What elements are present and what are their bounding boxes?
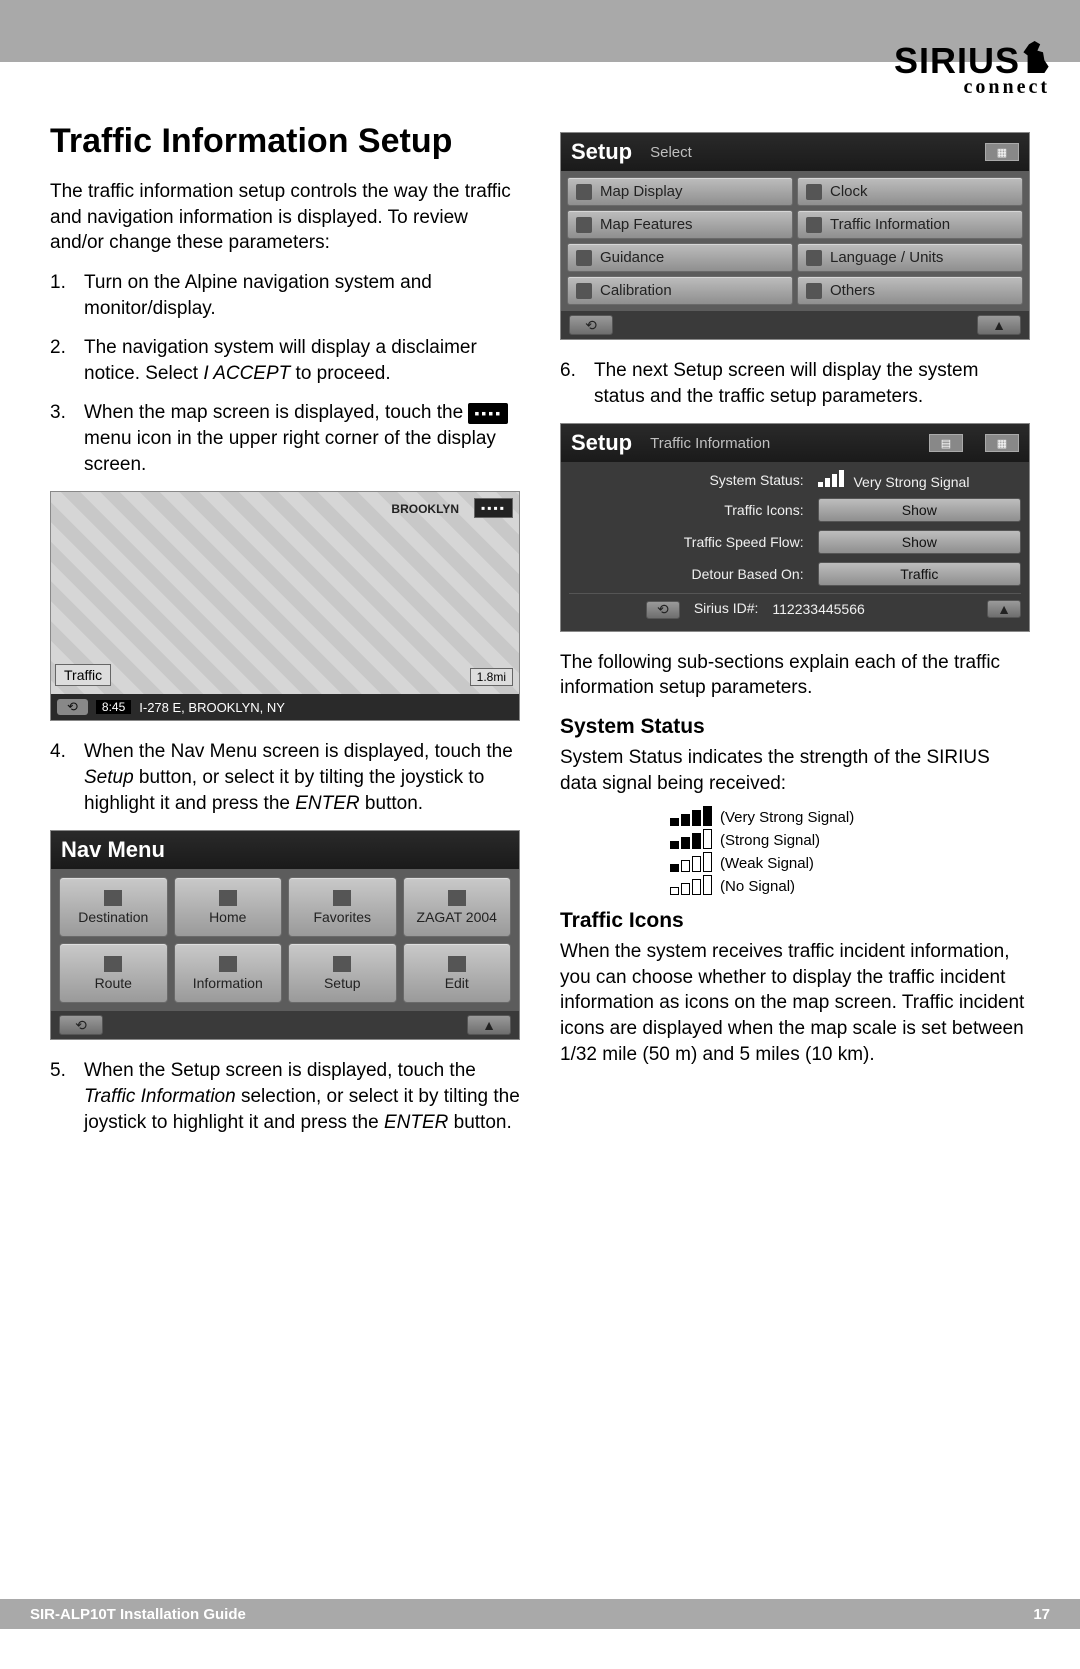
map-scale-badge: 1.8mi <box>470 668 513 686</box>
row-traffic-icons: Traffic Icons: Show <box>569 494 1021 526</box>
setup1-up-button[interactable]: ▲ <box>977 315 1021 335</box>
setup-select-screenshot: Setup Select ▦ Map Display Clock Map Fea… <box>560 132 1030 340</box>
intro-paragraph: The traffic information setup controls t… <box>50 179 520 256</box>
map-menu-icon[interactable]: ▪▪▪▪ <box>474 498 513 518</box>
setup2-up-button[interactable]: ▲ <box>987 600 1021 618</box>
step-2: The navigation system will display a dis… <box>50 335 520 386</box>
step-3: When the map screen is displayed, touch … <box>50 400 520 477</box>
setup2-subtitle: Traffic Information <box>650 435 770 452</box>
traffic-icons-paragraph: When the system receives traffic inciden… <box>560 939 1030 1067</box>
legend-none: (No Signal) <box>670 875 1030 895</box>
nav-back-button[interactable]: ⟲ <box>59 1015 103 1035</box>
nav-up-button[interactable]: ▲ <box>467 1015 511 1035</box>
setup2-back-button[interactable]: ⟲ <box>646 601 680 619</box>
traffic-icons-toggle[interactable]: Show <box>818 498 1021 522</box>
nav-route-button[interactable]: Route <box>59 943 168 1003</box>
wrench-icon <box>333 956 351 972</box>
map-traffic-button[interactable]: Traffic <box>55 664 111 686</box>
steps-list-right: The next Setup screen will display the s… <box>560 358 1030 409</box>
others-icon <box>806 283 822 299</box>
step-4: When the Nav Menu screen is displayed, t… <box>50 739 520 816</box>
grid-icon[interactable]: ▦ <box>985 143 1019 161</box>
nav-destination-button[interactable]: Destination <box>59 877 168 937</box>
nav-edit-button[interactable]: Edit <box>403 943 512 1003</box>
guidance-icon <box>576 250 592 266</box>
nav-zagat-button[interactable]: ZAGAT 2004 <box>403 877 512 937</box>
clock-icon <box>806 184 822 200</box>
legend-strong: (Strong Signal) <box>670 829 1030 849</box>
setup2-title: Setup <box>571 430 632 456</box>
brand-logo: SIRIUS connect <box>894 40 1050 99</box>
row-speed-flow: Traffic Speed Flow: Show <box>569 526 1021 558</box>
setup-clock-button[interactable]: Clock <box>797 177 1023 206</box>
step-6: The next Setup screen will display the s… <box>560 358 1030 409</box>
grid-icon[interactable]: ▦ <box>985 434 1019 452</box>
setup-mapfeatures-button[interactable]: Map Features <box>567 210 793 239</box>
map-bottom-bar: ⟲ 8:45 I-278 E, BROOKLYN, NY <box>51 694 519 720</box>
map-label: BROOKLYN <box>391 502 459 516</box>
system-status-paragraph: System Status indicates the strength of … <box>560 745 1030 796</box>
step-1: Turn on the Alpine navigation system and… <box>50 270 520 321</box>
subsection-intro: The following sub-sections explain each … <box>560 650 1030 701</box>
page-footer: SIR-ALP10T Installation Guide 17 <box>0 1599 1080 1629</box>
setup-mapdisplay-button[interactable]: Map Display <box>567 177 793 206</box>
system-status-heading: System Status <box>560 715 1030 739</box>
map-time: 8:45 <box>96 700 131 714</box>
signal-bars-icon <box>818 470 844 487</box>
right-column: Setup Select ▦ Map Display Clock Map Fea… <box>560 122 1030 1149</box>
nav-setup-button[interactable]: Setup <box>288 943 397 1003</box>
map-icon <box>576 184 592 200</box>
nav-home-button[interactable]: Home <box>174 877 283 937</box>
legend-weak: (Weak Signal) <box>670 852 1030 872</box>
info-icon <box>219 956 237 972</box>
left-column: Traffic Information Setup The traffic in… <box>50 122 520 1149</box>
zagat-icon <box>448 890 466 906</box>
setup-traffic-button[interactable]: Traffic Information <box>797 210 1023 239</box>
dog-icon <box>1022 41 1050 73</box>
setup1-subtitle: Select <box>650 144 692 161</box>
heart-icon <box>333 890 351 906</box>
map-screenshot: ▪▪▪▪ BROOKLYN Traffic 1.8mi ⟲ 8:45 I-278… <box>50 491 520 721</box>
setup-language-button[interactable]: Language / Units <box>797 243 1023 272</box>
list-icon[interactable]: ▤ <box>929 434 963 452</box>
step-5: When the Setup screen is displayed, touc… <box>50 1058 520 1135</box>
setup-guidance-button[interactable]: Guidance <box>567 243 793 272</box>
menu-icon: ▪▪▪▪ <box>468 403 508 424</box>
map-back-button[interactable]: ⟲ <box>57 699 88 715</box>
home-icon <box>219 890 237 906</box>
steps-list-left: Turn on the Alpine navigation system and… <box>50 270 520 477</box>
navmenu-screenshot: Nav Menu Destination Home Favorites ZAGA… <box>50 830 520 1040</box>
nav-information-button[interactable]: Information <box>174 943 283 1003</box>
pencil-icon <box>448 956 466 972</box>
setup-traffic-screenshot: Setup Traffic Information ▤ ▦ System Sta… <box>560 423 1030 631</box>
detour-toggle[interactable]: Traffic <box>818 562 1021 586</box>
flag-icon <box>104 890 122 906</box>
steps-list-left-3: When the Setup screen is displayed, touc… <box>50 1058 520 1135</box>
footer-guide-name: SIR-ALP10T Installation Guide <box>30 1606 246 1623</box>
calibration-icon <box>576 283 592 299</box>
speed-flow-toggle[interactable]: Show <box>818 530 1021 554</box>
setup-others-button[interactable]: Others <box>797 276 1023 305</box>
traffic-icon <box>806 217 822 233</box>
footer-page-number: 17 <box>1033 1606 1050 1623</box>
row-sirius-id: ⟲ Sirius ID#: 112233445566 ▲ <box>569 593 1021 622</box>
setup1-back-button[interactable]: ⟲ <box>569 315 613 335</box>
language-icon <box>806 250 822 266</box>
map-location: I-278 E, BROOKLYN, NY <box>139 700 285 715</box>
legend-very-strong: (Very Strong Signal) <box>670 806 1030 826</box>
features-icon <box>576 217 592 233</box>
row-detour: Detour Based On: Traffic <box>569 558 1021 590</box>
steps-list-left-2: When the Nav Menu screen is displayed, t… <box>50 739 520 816</box>
navmenu-title: Nav Menu <box>61 837 165 863</box>
signal-legend: (Very Strong Signal) (Strong Signal) (We… <box>670 806 1030 895</box>
nav-favorites-button[interactable]: Favorites <box>288 877 397 937</box>
route-icon <box>104 956 122 972</box>
sirius-id-value: 112233445566 <box>772 601 864 617</box>
traffic-icons-heading: Traffic Icons <box>560 909 1030 933</box>
page-title: Traffic Information Setup <box>50 122 520 161</box>
setup-calibration-button[interactable]: Calibration <box>567 276 793 305</box>
setup1-title: Setup <box>571 139 632 165</box>
row-system-status: System Status: Very Strong Signal <box>569 466 1021 494</box>
navmenu-header: Nav Menu <box>51 831 519 869</box>
